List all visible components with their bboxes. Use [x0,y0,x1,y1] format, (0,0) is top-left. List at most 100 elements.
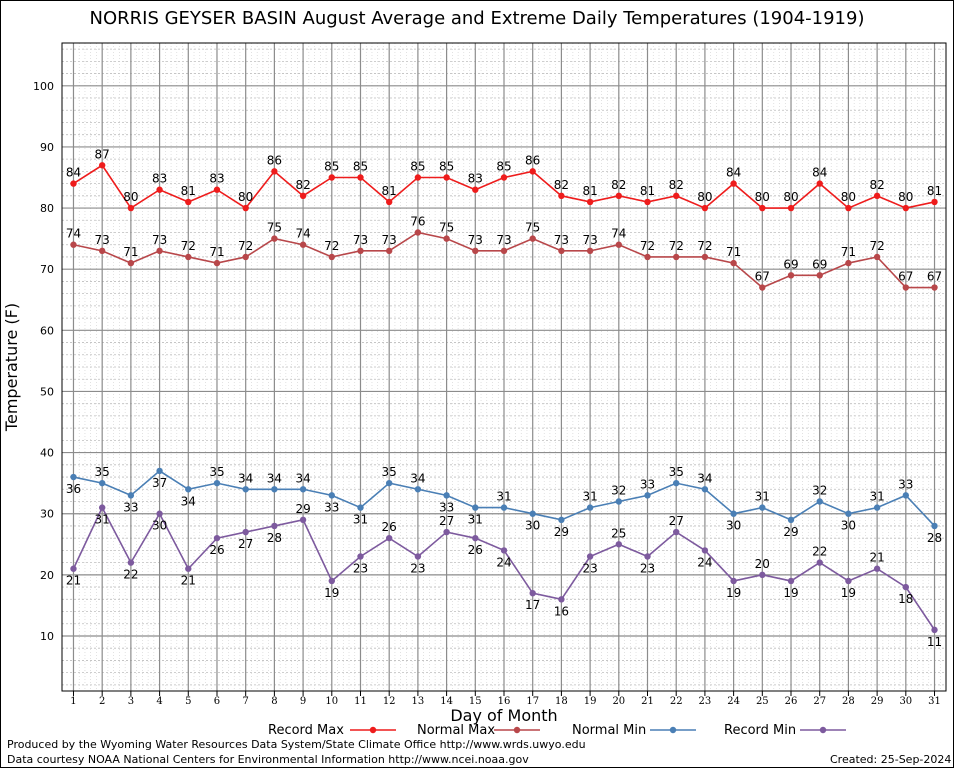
data-point [414,553,422,560]
data-label: 34 [238,471,253,485]
data-point [299,486,307,493]
data-label: 11 [927,635,942,649]
data-point [127,259,135,267]
data-label: 84 [66,166,81,180]
data-label: 31 [353,513,368,527]
data-point [902,583,910,591]
data-label: 69 [812,257,827,271]
x-tick-label: 3 [128,696,134,707]
data-label: 34 [267,471,282,485]
x-tick-label: 16 [498,696,511,707]
data-point [328,577,335,585]
data-label: 19 [841,586,856,600]
data-point [902,492,910,499]
data-label: 73 [496,233,511,247]
x-tick-label: 29 [871,696,884,707]
data-label: 34 [181,494,196,508]
data-point [70,180,77,187]
data-point [931,198,938,206]
data-point [558,516,565,524]
x-tick-label: 20 [612,696,625,707]
data-point [759,204,766,212]
x-tick-label: 22 [670,696,683,707]
data-point [357,247,364,255]
data-point [70,241,77,248]
data-point [673,479,680,487]
data-point [730,510,737,517]
data-label: 73 [353,233,368,247]
data-point [931,626,938,634]
x-tick-label: 14 [440,696,453,707]
data-point [759,571,766,579]
data-point [472,186,479,193]
x-tick-label: 1 [70,696,76,707]
data-label: 73 [95,233,110,247]
data-point [185,565,192,572]
y-tick-label: 100 [33,80,54,93]
data-label: 81 [181,184,196,198]
data-label: 31 [468,513,483,527]
data-point [443,235,450,242]
data-label: 31 [496,490,511,504]
data-point [787,272,795,279]
data-label: 81 [927,184,942,198]
x-tick-label: 25 [756,696,769,707]
data-point [357,504,364,511]
y-tick-label: 10 [40,630,54,643]
data-point [845,204,852,212]
data-point [271,522,278,530]
data-label: 32 [611,483,626,497]
data-point [787,577,795,585]
data-label: 80 [697,190,712,204]
data-label: 30 [726,519,741,533]
data-label: 19 [783,586,798,600]
data-label: 34 [410,471,425,485]
data-label: 26 [468,543,483,557]
data-point [472,534,479,542]
data-point [816,498,823,505]
data-point [385,479,393,487]
data-point [529,510,536,517]
data-point [845,577,852,585]
data-point [558,596,565,603]
data-point [931,522,938,530]
data-label: 35 [209,465,224,479]
x-tick-label: 27 [813,696,826,707]
data-label: 73 [468,233,483,247]
x-tick-label: 2 [99,696,105,707]
data-label: 23 [582,562,597,576]
data-label: 26 [209,543,224,557]
data-point [70,565,77,572]
data-point [673,528,680,536]
data-label: 23 [640,562,655,576]
data-label: 31 [869,490,884,504]
data-label: 24 [697,555,712,569]
data-point [759,504,766,511]
data-point [701,253,709,261]
x-tick-label: 11 [354,696,367,707]
data-point [127,492,135,499]
data-label: 31 [95,513,110,527]
data-point [644,253,651,261]
data-label: 73 [582,233,597,247]
data-label: 75 [439,221,454,235]
data-point [271,168,278,175]
data-label: 28 [267,531,282,545]
data-point [328,492,335,499]
data-label: 67 [755,270,770,284]
data-point [500,504,508,511]
data-label: 27 [238,537,253,551]
data-label: 21 [869,551,884,565]
data-label: 18 [898,592,913,606]
data-label: 87 [95,147,110,161]
data-label: 86 [267,153,282,167]
data-point [845,259,852,267]
data-point [213,259,221,267]
data-point [615,498,623,505]
data-point [242,528,249,536]
x-tick-label: 21 [641,696,654,707]
data-label: 32 [812,483,827,497]
x-tick-label: 12 [383,696,396,707]
data-point [816,272,823,279]
x-tick-label: 23 [699,696,712,707]
